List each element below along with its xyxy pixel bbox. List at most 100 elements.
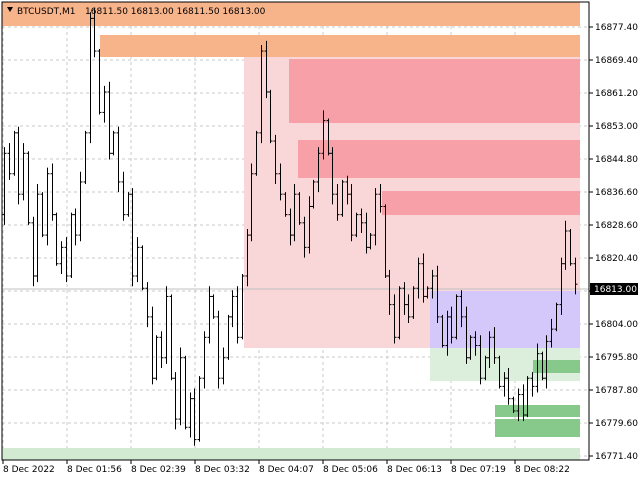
time-axis: 8 Dec 2022 8 Dec 01:56 8 Dec 02:39 8 Dec 03…	[2, 460, 570, 475]
ohlc-bar	[335, 183, 340, 221]
zone-green-dark-1	[495, 405, 580, 417]
ohlc-bar	[254, 130, 259, 176]
zone-pink-dark-1	[289, 59, 580, 123]
ohlc-bar	[121, 171, 126, 221]
ohlc-bar	[283, 192, 288, 217]
ohlc-bar	[173, 372, 178, 430]
zone-pink-dark-3	[382, 191, 580, 215]
ohlc-bar	[288, 208, 293, 246]
ohlc-bar	[69, 212, 74, 279]
time-tick-label: 8 Dec 04:07	[259, 465, 314, 475]
ohlc-bar	[226, 314, 231, 360]
ohlc-bar	[459, 290, 464, 328]
zone-overlays	[2, 2, 580, 460]
ohlc-bar	[31, 216, 36, 287]
zone-pink-dark-2	[298, 140, 580, 178]
ohlc-bar	[150, 306, 155, 385]
ohlc-bar	[45, 167, 50, 246]
ohlc-bar	[264, 40, 269, 99]
ohlc-bar	[406, 294, 411, 324]
price-tick-label: 16877.40	[595, 23, 638, 33]
zone-green-dark-2	[495, 419, 580, 437]
ohlc-bar	[116, 126, 121, 193]
ohlc-bar	[159, 331, 164, 368]
ohlc-bar	[140, 245, 145, 291]
ohlc-bar	[307, 196, 312, 254]
ohlc-bar	[211, 294, 216, 319]
current-price-tag: 16813.00	[590, 283, 638, 295]
ohlc-bar	[292, 183, 297, 242]
ohlc-bar	[373, 188, 378, 246]
ohlc-bar	[326, 118, 331, 156]
ohlc-bar	[516, 388, 521, 422]
ohlc-bar	[88, 12, 93, 144]
ohlc-bar	[54, 212, 59, 266]
ohlc-bar	[492, 327, 497, 364]
ohlc-bar	[349, 183, 354, 242]
ohlc-bar	[202, 331, 207, 389]
ohlc-bar	[321, 110, 326, 160]
time-tick-label: 8 Dec 2022	[3, 465, 55, 475]
ohlc-bar	[387, 269, 392, 315]
ohlc-bar	[111, 130, 116, 156]
ohlc-values: 16811.50 16813.00 16811.50 16813.00	[85, 7, 266, 17]
triangle-down-icon[interactable]	[7, 7, 13, 12]
ohlc-bar	[568, 228, 573, 266]
ohlc-bar	[345, 175, 350, 205]
ohlc-bar	[126, 192, 131, 217]
ohlc-bar	[378, 183, 383, 213]
ohlc-bar	[178, 347, 183, 426]
ohlc-bar	[411, 286, 416, 319]
ohlc-bar	[425, 286, 430, 299]
current-price-tag-text: 16813.00	[594, 285, 637, 295]
ohlc-bar	[478, 335, 483, 385]
time-tick-label: 8 Dec 08:22	[515, 465, 570, 475]
time-tick-label: 8 Dec 03:32	[195, 465, 250, 475]
ohlc-bar	[573, 257, 578, 295]
ohlc-bar	[40, 192, 45, 238]
ohlc-bar	[421, 253, 426, 303]
ohlc-bar	[530, 372, 535, 397]
ohlc-bar	[402, 282, 407, 315]
ohlc-bar	[240, 273, 245, 340]
zone-green-mid	[533, 360, 580, 373]
time-tick-label: 8 Dec 06:13	[387, 465, 442, 475]
ohlc-bar	[130, 188, 135, 287]
ohlc-bar	[197, 376, 202, 442]
ohlc-bar	[454, 294, 459, 340]
ohlc-bar	[311, 179, 316, 209]
ohlc-bar	[164, 286, 169, 364]
ohlc-bar	[497, 355, 502, 389]
current-price-tag-bg	[590, 283, 638, 295]
ohlc-bar	[188, 392, 193, 438]
ohlc-bar	[302, 216, 307, 258]
price-axis: 16877.40 16869.40 16861.20 16853.00 16844.80…	[589, 23, 638, 462]
ohlc-bar	[535, 343, 540, 393]
zone-orange-top	[2, 2, 580, 26]
ohlc-bar	[435, 265, 440, 324]
ohlc-bar	[559, 257, 564, 315]
ohlc-bar	[169, 294, 174, 381]
price-tick-label: 16779.60	[595, 419, 638, 429]
ohlc-bar	[216, 310, 221, 389]
ohlc-bar	[35, 183, 40, 283]
ohlc-bar	[97, 49, 102, 115]
ohlc-bar	[183, 355, 188, 430]
ohlc-bar	[445, 310, 450, 356]
ohlc-bar	[449, 306, 454, 344]
ohlc-bar	[230, 290, 235, 328]
ohlc-bar	[83, 130, 88, 184]
ohlc-bar	[278, 163, 283, 201]
ohlc-bar	[540, 351, 545, 381]
ohlc-bar	[102, 85, 107, 123]
price-tick-label: 16844.80	[595, 155, 638, 165]
price-tick-label: 16771.40	[595, 452, 638, 462]
ohlc-bar	[192, 388, 197, 446]
ohlc-bar	[154, 335, 159, 381]
price-tick-label: 16836.60	[595, 188, 638, 198]
ohlc-bar	[330, 147, 335, 205]
ohlc-bar	[525, 376, 530, 418]
time-tick-label: 8 Dec 07:19	[451, 465, 506, 475]
